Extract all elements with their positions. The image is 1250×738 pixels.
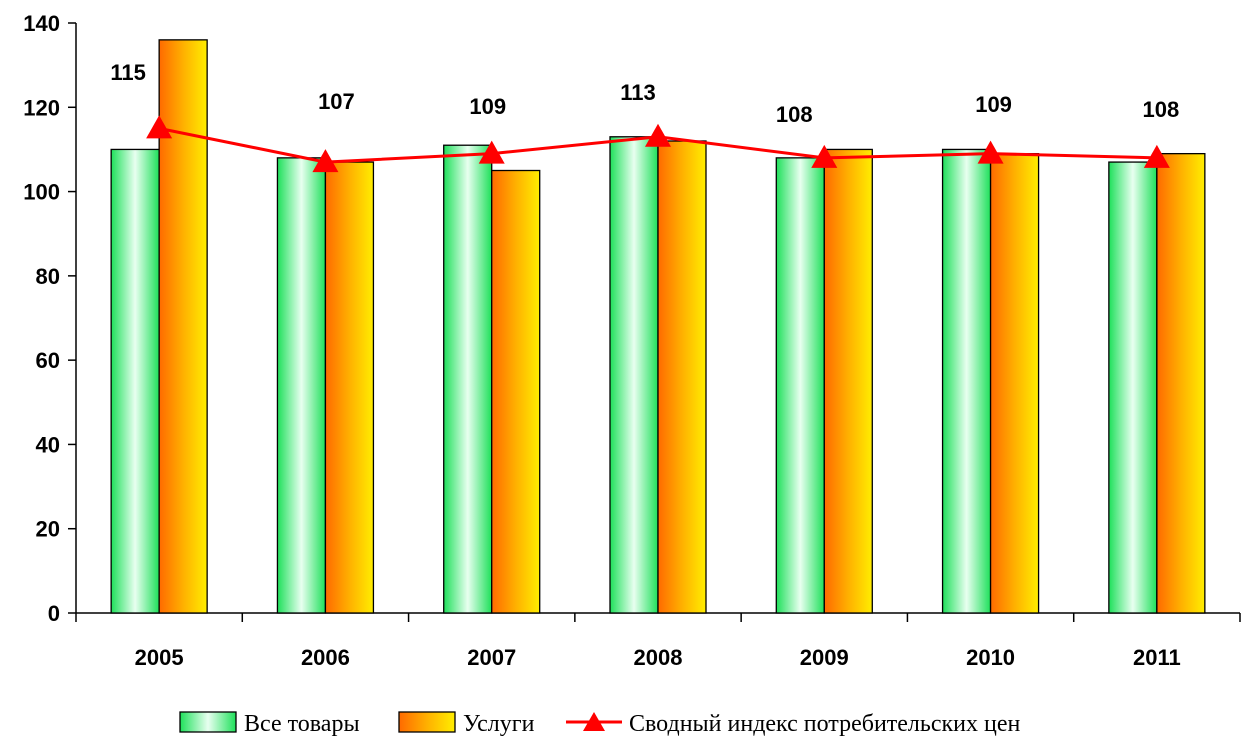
cpi-marker <box>1143 144 1170 168</box>
bar-services <box>324 161 375 614</box>
cpi-marker <box>478 140 505 164</box>
bar-services <box>989 152 1040 614</box>
legend-label-goods: Все товары <box>244 711 360 737</box>
bar-goods <box>775 157 825 614</box>
bar-services <box>657 140 707 614</box>
bar-goods <box>110 148 160 614</box>
y-tick-label: 40 <box>36 432 60 457</box>
cpi-data-label: 115 <box>110 60 146 85</box>
bar-goods <box>1108 161 1158 614</box>
x-tick-label: 2005 <box>135 645 184 670</box>
data-labels: 115 107 109 113 108 109 108 <box>110 60 1179 127</box>
y-tick-label: 60 <box>36 348 60 373</box>
y-tick-label: 0 <box>48 601 60 626</box>
bar-services <box>491 169 541 614</box>
cpi-marker <box>977 140 1004 164</box>
legend-label-services: Услуги <box>463 711 535 737</box>
bar-services <box>158 39 208 614</box>
x-axis-ticks: 2005 2006 2007 2008 2009 2010 2011 <box>75 613 1241 670</box>
line-series <box>146 115 1170 173</box>
y-tick-label: 20 <box>36 517 60 542</box>
cpi-marker <box>811 144 838 168</box>
bar-services <box>1156 152 1206 614</box>
cpi-data-label: 108 <box>776 102 813 127</box>
cpi-data-label: 109 <box>469 94 506 119</box>
cpi-data-label: 109 <box>975 92 1012 117</box>
cpi-data-label: 113 <box>620 80 656 105</box>
cpi-marker <box>312 149 339 173</box>
y-tick-label: 120 <box>23 95 60 120</box>
y-tick-label: 100 <box>23 180 60 205</box>
bar-goods <box>276 157 327 614</box>
bar-goods <box>443 144 493 614</box>
legend-label-cpi: Сводный индекс потребительских цен <box>629 711 1021 737</box>
bar-services <box>823 148 873 614</box>
x-tick-label: 2007 <box>467 645 516 670</box>
x-tick-label: 2010 <box>966 645 1015 670</box>
cpi-data-label: 107 <box>318 89 355 114</box>
legend-swatch-services <box>398 711 456 733</box>
legend-marker-cpi <box>583 712 605 731</box>
x-tick-label: 2009 <box>800 645 849 670</box>
bar-goods <box>941 148 992 614</box>
x-tick-label: 2006 <box>301 645 350 670</box>
cpi-marker <box>645 123 671 147</box>
cpi-data-label: 108 <box>1142 97 1179 122</box>
y-axis-ticks: 0 20 40 60 80 100 120 140 <box>23 11 76 626</box>
bar-goods <box>609 136 659 614</box>
x-tick-label: 2011 <box>1133 645 1181 670</box>
legend: Все товары Услуги Сводный индекс потреби… <box>179 711 1021 737</box>
legend-swatch-goods <box>179 711 237 733</box>
y-tick-label: 140 <box>23 11 60 36</box>
y-tick-label: 80 <box>36 264 60 289</box>
cpi-marker <box>146 115 173 139</box>
x-tick-label: 2008 <box>634 645 683 670</box>
